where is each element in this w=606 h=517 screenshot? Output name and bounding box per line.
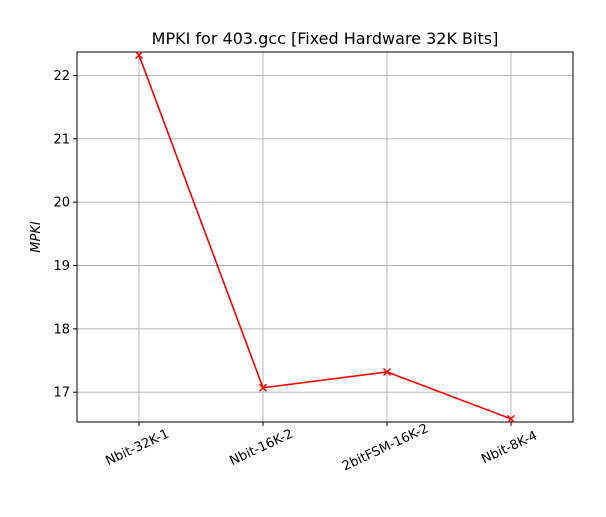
y-axis: 17 18 19 20 21 22 — [53, 69, 77, 401]
series — [135, 51, 515, 423]
chart-title: MPKI for 403.gcc [Fixed Hardware 32K Bit… — [152, 29, 499, 48]
series-line — [138, 54, 512, 420]
plot-frame — [76, 51, 574, 423]
y-axis-label: MPKI — [29, 221, 44, 253]
data-point-marker — [135, 51, 143, 60]
grid — [77, 52, 573, 422]
y-tick-label: 19 — [53, 259, 70, 274]
y-tick-label: 21 — [53, 132, 70, 147]
x-axis: Nbit-32K-1 Nbit-16K-2 2bitFSM-16K-2 Nbit-8K… — [104, 421, 540, 474]
y-tick-label: 17 — [53, 386, 70, 401]
data-point-marker — [259, 383, 267, 392]
data-point-marker — [383, 367, 391, 376]
x-tick-label: Nbit-32K-1 — [104, 427, 172, 469]
y-tick-label: 18 — [53, 322, 70, 337]
data-point-marker — [507, 414, 515, 423]
x-tick-label: Nbit-16K-2 — [228, 427, 296, 469]
y-tick-label: 20 — [53, 196, 70, 211]
y-tick-label: 22 — [53, 69, 70, 84]
x-tick-label: 2bitFSM-16K-2 — [340, 421, 431, 474]
x-tick-label: Nbit-8K-4 — [479, 428, 540, 467]
